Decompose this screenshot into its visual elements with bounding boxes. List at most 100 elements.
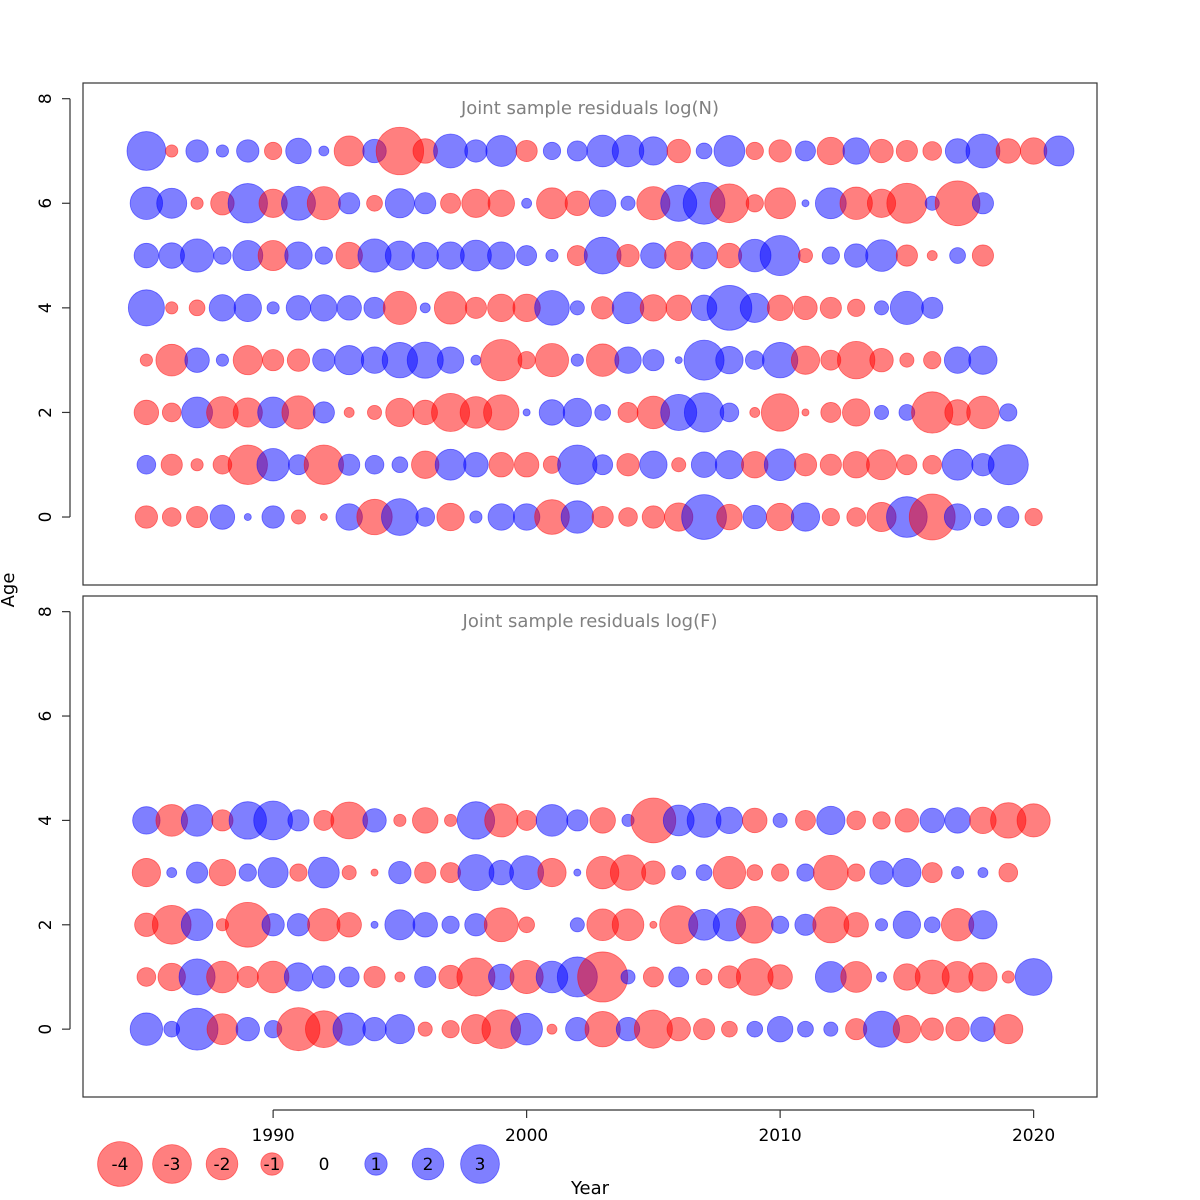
bubble xyxy=(434,448,467,481)
bubble xyxy=(690,241,718,270)
bubble xyxy=(763,448,797,481)
bubble xyxy=(895,244,918,267)
bubble xyxy=(534,343,569,378)
bubble xyxy=(921,296,944,319)
panel-log-n: Joint sample residuals log(N) 0 2 4 6 8 xyxy=(36,82,1098,586)
bubble xyxy=(790,502,821,532)
bubble xyxy=(362,1017,387,1042)
y-axis-title: Age xyxy=(0,573,19,608)
bubble xyxy=(284,241,313,270)
bubble xyxy=(266,301,280,315)
bubble xyxy=(536,187,568,220)
bubble xyxy=(714,450,744,480)
bubble xyxy=(341,865,357,881)
bubble xyxy=(823,1021,839,1037)
bubble xyxy=(388,860,412,885)
bubble xyxy=(892,910,921,939)
bubble xyxy=(790,345,821,375)
x-tick-label: 2000 xyxy=(505,1126,548,1146)
bubble xyxy=(895,139,918,163)
bubble xyxy=(161,402,182,423)
bubble xyxy=(184,347,210,373)
bubble xyxy=(487,503,515,531)
bubble xyxy=(417,1021,433,1037)
bubble xyxy=(923,916,941,934)
panel-log-f: Joint sample residuals log(F) 0 2 4 6 8 xyxy=(36,595,1098,1098)
bubble xyxy=(968,345,998,375)
bubble xyxy=(480,339,523,382)
bubble xyxy=(433,133,468,169)
x-tick-label: 2010 xyxy=(758,1126,801,1146)
bubble xyxy=(716,242,743,269)
bubble xyxy=(518,916,535,934)
bubble xyxy=(155,343,188,377)
bubble xyxy=(584,1011,621,1048)
bubble xyxy=(719,402,740,423)
bubble xyxy=(415,507,435,527)
bubble xyxy=(261,913,285,937)
bubble xyxy=(336,295,362,321)
bubble xyxy=(370,920,379,929)
bubble xyxy=(712,855,747,890)
bubble xyxy=(1016,803,1051,838)
bubble xyxy=(641,505,665,529)
bubble xyxy=(793,295,818,321)
bubble xyxy=(569,917,585,933)
bubble xyxy=(538,399,566,426)
bubble xyxy=(742,504,767,530)
bubble xyxy=(129,1012,164,1046)
bubble xyxy=(488,452,514,478)
bubble xyxy=(310,294,338,322)
bubble xyxy=(674,356,683,365)
bubble xyxy=(973,507,993,527)
legend-bubble xyxy=(152,1144,192,1184)
bubble xyxy=(433,291,468,325)
bubble xyxy=(620,969,636,985)
bubble xyxy=(842,451,870,479)
bubble xyxy=(257,240,289,271)
bubble xyxy=(366,194,383,212)
bubble xyxy=(695,968,713,986)
bubble xyxy=(760,393,800,432)
legend-bubble xyxy=(260,1152,284,1176)
bubble xyxy=(190,458,204,472)
bubble xyxy=(487,293,516,322)
y-tick-label: 4 xyxy=(36,302,56,313)
bubble xyxy=(338,966,360,988)
bubble xyxy=(987,444,1029,486)
bubble xyxy=(821,246,840,265)
bubble xyxy=(394,971,406,983)
y-tick-label: 2 xyxy=(36,407,56,418)
bubble xyxy=(715,346,744,375)
bubble xyxy=(414,965,437,988)
bubble xyxy=(943,503,972,531)
bubble xyxy=(874,918,889,932)
bubble xyxy=(941,448,974,481)
bubble xyxy=(721,1020,738,1038)
bubble xyxy=(965,133,1001,169)
bubble xyxy=(869,860,894,885)
bubble xyxy=(562,397,592,428)
bubble xyxy=(136,967,157,987)
bubble xyxy=(840,961,873,993)
bubble xyxy=(797,1020,814,1038)
bubble xyxy=(332,1012,366,1046)
bubble xyxy=(620,195,636,211)
bubble xyxy=(414,192,437,215)
bubble xyxy=(735,905,774,944)
bubble xyxy=(334,345,365,376)
bubble xyxy=(283,962,314,992)
bubble xyxy=(795,809,816,831)
bubble xyxy=(487,189,515,217)
bubble xyxy=(866,449,897,481)
bubble xyxy=(977,867,989,879)
bubble xyxy=(865,239,898,272)
bubble xyxy=(759,235,801,277)
bubble xyxy=(583,236,622,275)
bubble xyxy=(945,1017,970,1042)
bubble xyxy=(165,144,179,158)
legend: -4 -3 -2 -1 0 1 2 3 xyxy=(97,1141,500,1187)
bubble xyxy=(874,300,890,316)
bubble xyxy=(190,196,204,210)
bubble xyxy=(1043,135,1075,167)
